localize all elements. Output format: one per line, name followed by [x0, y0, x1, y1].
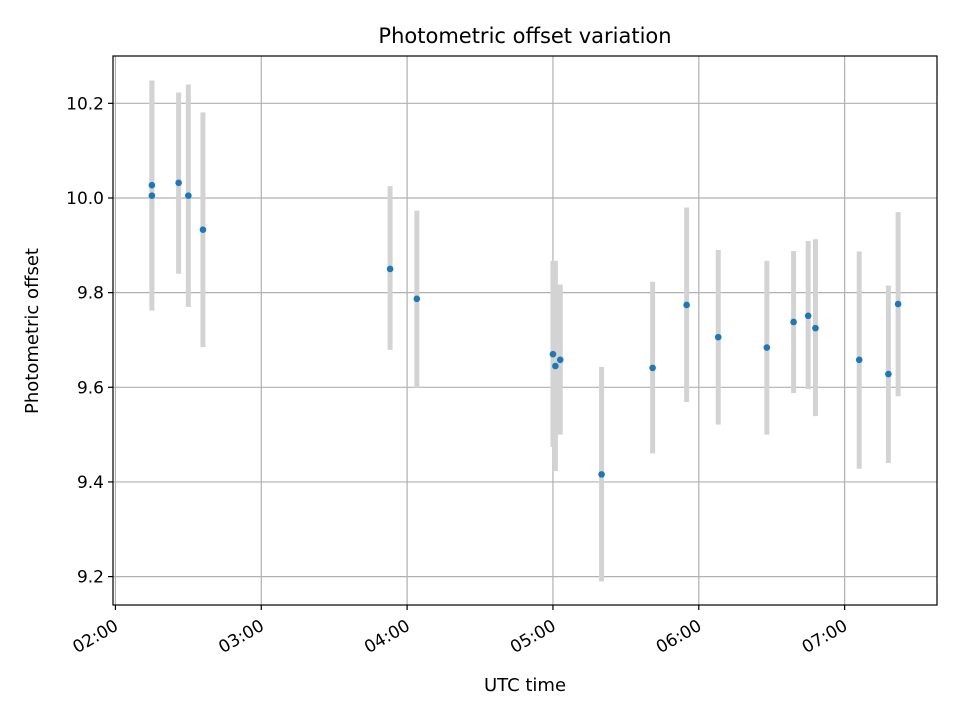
x-tick-label: 03:00 [215, 616, 267, 658]
x-tick-label: 07:00 [799, 616, 851, 658]
data-point [175, 179, 182, 187]
data-point [148, 181, 156, 189]
x-tick-label: 06:00 [653, 616, 705, 658]
errorbar-layer [149, 80, 901, 582]
data-point [549, 350, 557, 358]
data-point [763, 344, 771, 351]
data-point [185, 192, 192, 199]
x-tick-label: 05:00 [507, 616, 559, 658]
data-point [885, 370, 892, 378]
data-point [714, 333, 722, 341]
y-tick-label: 9.2 [77, 568, 104, 588]
data-point [855, 356, 863, 364]
x-tick-label: 04:00 [361, 616, 413, 658]
y-tick-label: 9.6 [77, 378, 104, 398]
data-point [556, 356, 564, 364]
tick-layer: 02:00 03:00 04:00 05:00 06:00 07:00 9.2 9.4 9.6 9… [66, 94, 851, 658]
data-point [649, 364, 656, 372]
data-point [386, 265, 394, 273]
x-axis-title: UTC time [484, 675, 566, 696]
data-point [552, 362, 559, 370]
x-tick-label: 02:00 [69, 616, 121, 658]
data-point [199, 226, 207, 233]
plot-area-frame [112, 55, 938, 606]
data-point [598, 471, 605, 478]
data-point [894, 300, 902, 308]
data-point [413, 295, 421, 303]
y-tick-label: 10.0 [66, 189, 104, 209]
y-axis-title: Photometric offset [22, 248, 43, 414]
data-point [148, 192, 156, 199]
point-layer [148, 179, 902, 478]
data-point [683, 301, 690, 309]
y-tick-label: 9.8 [77, 284, 104, 304]
y-tick-label: 9.4 [77, 473, 104, 493]
y-tick-label: 10.2 [66, 94, 104, 114]
chart-title: Photometric offset variation [378, 24, 671, 48]
data-point [790, 318, 797, 326]
data-point [804, 312, 812, 320]
grid-layer [113, 56, 937, 605]
data-point [812, 324, 819, 332]
